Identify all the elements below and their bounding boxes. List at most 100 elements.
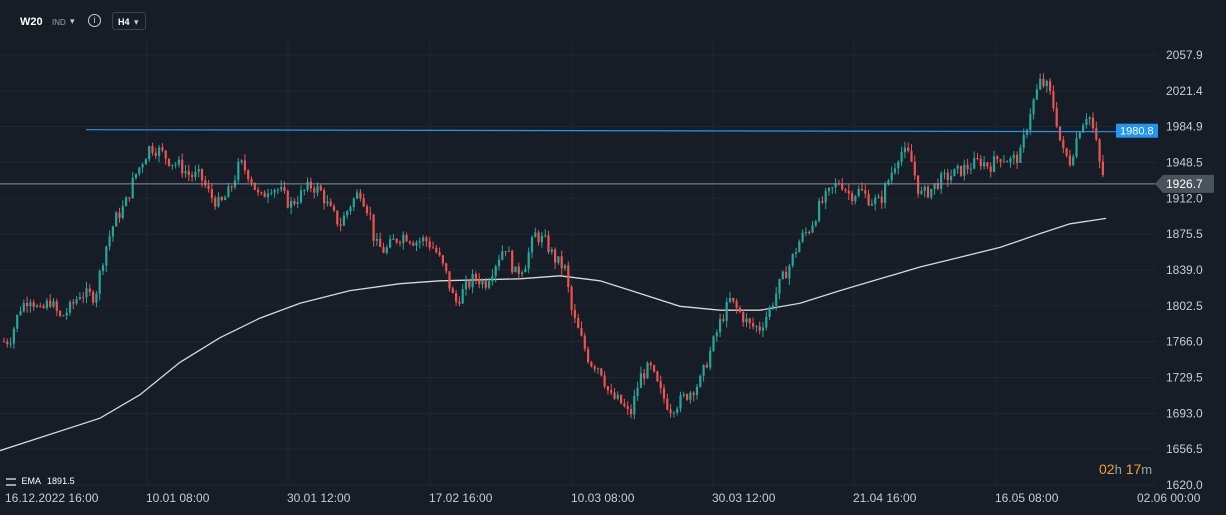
candle-body (540, 235, 543, 243)
candle-body (197, 168, 200, 172)
price-axis[interactable]: 2057.9 2021.4 1984.9 1948.5 1912.0 1875.5 1839… (1166, 48, 1203, 492)
candle-body (1055, 108, 1058, 127)
candle-body (200, 168, 204, 181)
symbol-label[interactable]: W20 (20, 16, 43, 28)
time-axis[interactable]: 16.12.2022 16:00 10.01 08:00 30.01 12:00 17… (5, 491, 1201, 505)
candle-body (382, 247, 385, 253)
candle-body (983, 162, 986, 167)
candle-body (455, 293, 458, 302)
candle-body (296, 202, 299, 204)
candle-body (705, 364, 708, 368)
candle-body (956, 165, 959, 169)
candle-body (976, 158, 979, 160)
candle-body (600, 368, 603, 376)
candle-body (273, 189, 276, 193)
candle-body (722, 319, 725, 321)
candle-body (596, 368, 600, 370)
candle-body (907, 147, 910, 151)
y-tick-label: 1839.0 (1166, 263, 1203, 277)
candle-body (247, 170, 250, 180)
candle-body (563, 265, 567, 269)
candle-body (752, 323, 755, 327)
countdown-hours: 02 (1099, 461, 1115, 477)
candle-body (319, 185, 322, 191)
chart-grid (0, 40, 1156, 486)
candle-body (504, 251, 507, 253)
candle-body (550, 249, 553, 253)
candle-body (798, 241, 801, 253)
candle-body (527, 252, 530, 269)
candle-body (811, 225, 814, 233)
candle-countdown: 02h 17m (1099, 461, 1152, 477)
candle-body (1019, 147, 1022, 163)
candle-body (963, 164, 966, 176)
candle-body (725, 301, 728, 321)
candle-body (230, 186, 233, 188)
candle-body (692, 392, 695, 395)
candle-body (68, 301, 72, 313)
x-tick-label: 16.05 08:00 (995, 491, 1059, 505)
candle-body (115, 212, 118, 227)
candle-body (950, 176, 953, 181)
chevron-down-icon[interactable]: ▾ (70, 16, 75, 26)
candle-body (62, 315, 65, 317)
candle-body (78, 297, 81, 300)
candle-body (745, 318, 748, 323)
candle-body (402, 234, 405, 244)
candle-body (9, 343, 12, 345)
candle-body (616, 394, 619, 399)
candle-body (336, 210, 339, 225)
indicator-legend[interactable]: EMA 1891.5 (6, 476, 75, 486)
candle-body (537, 232, 540, 243)
x-tick-label: 30.01 12:00 (287, 491, 351, 505)
y-tick-label: 1620.0 (1166, 478, 1203, 492)
candle-body (167, 158, 171, 166)
candle-body (695, 386, 699, 395)
candle-body (662, 388, 666, 399)
candle-body (405, 234, 408, 242)
candle-body (603, 375, 606, 387)
candle-body (524, 268, 527, 273)
candle-body (610, 390, 613, 393)
candle-body (666, 398, 669, 410)
candle-body (204, 180, 207, 186)
candle-body (521, 272, 524, 274)
candle-body (448, 271, 451, 289)
candle-body (847, 190, 850, 194)
candle-body (844, 189, 847, 191)
candle-body (966, 164, 969, 170)
y-tick-label: 1729.5 (1166, 370, 1203, 384)
candle-body (12, 328, 15, 344)
candle-body (329, 201, 332, 207)
candle-body (1082, 125, 1085, 133)
candle-body (257, 189, 260, 193)
candle-body (82, 297, 85, 299)
candle-body (227, 186, 230, 198)
info-circle-icon[interactable]: i (88, 14, 101, 27)
candle-body (141, 164, 144, 168)
candle-body (804, 231, 807, 233)
candle-body (768, 307, 771, 317)
candle-body (59, 310, 62, 316)
candle-body (709, 350, 712, 368)
candle-body (431, 247, 435, 249)
candle-body (342, 215, 345, 226)
candle-body (653, 365, 656, 372)
candle-body (884, 184, 887, 203)
candle-body (95, 293, 98, 303)
horizontal-lines[interactable]: 1980.8 1926.7 (0, 123, 1214, 193)
candle-body (897, 161, 900, 169)
candle-body (923, 186, 926, 191)
candle-body (435, 247, 438, 253)
candle-body (788, 265, 791, 279)
timeframe-select[interactable]: H4 ▾ (112, 12, 146, 30)
indicator-list-icon[interactable] (6, 477, 16, 486)
candle-body (728, 297, 732, 302)
candle-body (154, 152, 157, 156)
candle-body (1016, 154, 1019, 163)
candle-body (217, 196, 220, 207)
resistance-label: 1980.8 (1120, 126, 1154, 138)
candle-body (1065, 148, 1068, 156)
candle-body (893, 168, 897, 173)
